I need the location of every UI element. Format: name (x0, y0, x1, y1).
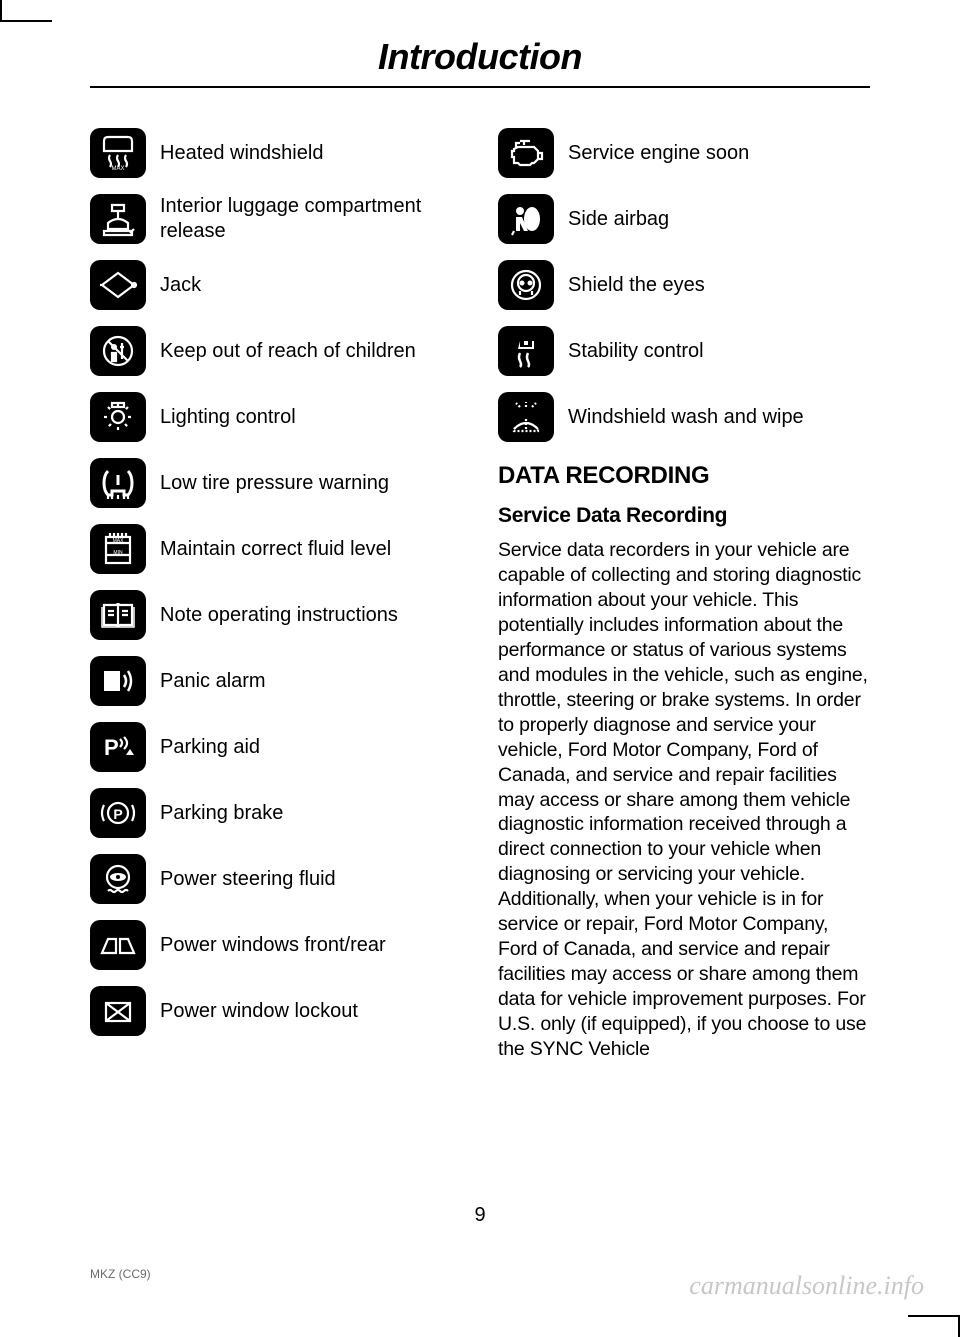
glossary-item: Stability control (498, 326, 870, 376)
glossary-label: Interior luggage compartment release (160, 194, 462, 244)
glossary-label: Jack (160, 273, 201, 298)
heated-windshield-icon: MAX (90, 128, 146, 178)
power-steering-icon (90, 854, 146, 904)
glossary-label: Shield the eyes (568, 273, 705, 298)
glossary-label: Note operating instructions (160, 603, 398, 628)
svg-text:MAX: MAX (113, 538, 125, 544)
glossary-item: Lighting control (90, 392, 462, 442)
glossary-label: Parking aid (160, 735, 260, 760)
right-column: Service engine soon Side airbag Shield t… (498, 128, 870, 1062)
window-lockout-icon (90, 986, 146, 1036)
glossary-label: Keep out of reach of children (160, 339, 416, 364)
footer-code: MKZ (CC9) (90, 1267, 151, 1281)
crop-mark-bottom-right (908, 1315, 960, 1337)
panic-alarm-icon (90, 656, 146, 706)
svg-text:MAX: MAX (111, 166, 124, 171)
glossary-label: Heated windshield (160, 141, 323, 166)
glossary-item: Note operating instructions (90, 590, 462, 640)
glossary-item: Side airbag (498, 194, 870, 244)
glossary-label: Panic alarm (160, 669, 266, 694)
two-column-layout: MAX Heated windshield Interior luggage c… (90, 128, 870, 1062)
glossary-item: Keep out of reach of children (90, 326, 462, 376)
glossary-item: Power windows front/rear (90, 920, 462, 970)
glossary-item: Low tire pressure warning (90, 458, 462, 508)
page-number: 9 (0, 1204, 960, 1227)
glossary-label: Stability control (568, 339, 704, 364)
glossary-label: Service engine soon (568, 141, 749, 166)
side-airbag-icon (498, 194, 554, 244)
glossary-item: Jack (90, 260, 462, 310)
chapter-title: Introduction (90, 36, 870, 78)
glossary-item: Panic alarm (90, 656, 462, 706)
glossary-label: Maintain correct fluid level (160, 537, 391, 562)
glossary-item: Service engine soon (498, 128, 870, 178)
service-engine-icon (498, 128, 554, 178)
glossary-label: Side airbag (568, 207, 669, 232)
glossary-item: MAX Heated windshield (90, 128, 462, 178)
svg-text:P: P (104, 735, 119, 760)
shield-eyes-icon (498, 260, 554, 310)
glossary-label: Windshield wash and wipe (568, 405, 804, 430)
jack-icon (90, 260, 146, 310)
glossary-item: P Parking brake (90, 788, 462, 838)
title-rule (90, 86, 870, 88)
glossary-label: Power windows front/rear (160, 933, 386, 958)
glossary-item: P Parking aid (90, 722, 462, 772)
glossary-item: Windshield wash and wipe (498, 392, 870, 442)
parking-brake-icon: P (90, 788, 146, 838)
subheading: Service Data Recording (498, 504, 870, 528)
crop-mark-top-left (0, 0, 52, 22)
keep-out-children-icon (90, 326, 146, 376)
windshield-wash-icon (498, 392, 554, 442)
power-windows-icon (90, 920, 146, 970)
glossary-item: Power window lockout (90, 986, 462, 1036)
fluid-level-icon: MAX MIN (90, 524, 146, 574)
glossary-label: Low tire pressure warning (160, 471, 389, 496)
section-heading: DATA RECORDING (498, 462, 870, 490)
glossary-label: Parking brake (160, 801, 283, 826)
glossary-label: Power window lockout (160, 999, 358, 1024)
page-content: Introduction MAX Heated windshield Inter… (90, 36, 870, 1062)
glossary-item: MAX MIN Maintain correct fluid level (90, 524, 462, 574)
glossary-item: Shield the eyes (498, 260, 870, 310)
glossary-label: Lighting control (160, 405, 296, 430)
note-instructions-icon (90, 590, 146, 640)
low-tire-pressure-icon (90, 458, 146, 508)
glossary-item: Power steering fluid (90, 854, 462, 904)
glossary-label: Power steering fluid (160, 867, 336, 892)
svg-text:P: P (113, 806, 122, 822)
glossary-item: Interior luggage compartment release (90, 194, 462, 244)
luggage-release-icon (90, 194, 146, 244)
stability-control-icon (498, 326, 554, 376)
svg-text:MIN: MIN (113, 550, 123, 556)
parking-aid-icon: P (90, 722, 146, 772)
body-text: Service data recorders in your vehicle a… (498, 538, 870, 1062)
watermark: carmanualsonline.info (689, 1271, 924, 1301)
left-column: MAX Heated windshield Interior luggage c… (90, 128, 462, 1062)
lighting-control-icon (90, 392, 146, 442)
